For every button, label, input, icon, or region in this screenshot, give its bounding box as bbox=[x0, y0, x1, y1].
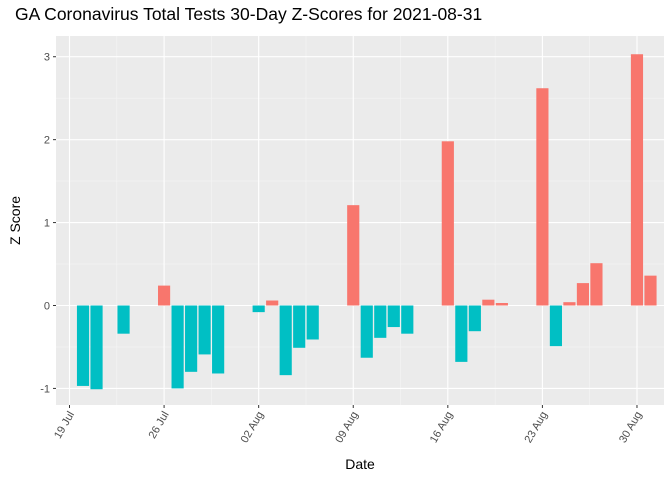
bar bbox=[482, 299, 495, 306]
chart-title: GA Coronavirus Total Tests 30-Day Z-Scor… bbox=[15, 4, 483, 24]
bar bbox=[387, 305, 400, 328]
bar bbox=[374, 305, 387, 338]
bar bbox=[212, 305, 225, 374]
x-tick-label: 30 Aug bbox=[617, 410, 645, 446]
bar bbox=[158, 285, 171, 306]
y-tick-label: 1 bbox=[44, 218, 50, 230]
y-tick-label: 2 bbox=[44, 135, 50, 147]
bar bbox=[630, 54, 644, 306]
bar bbox=[171, 305, 184, 389]
bar bbox=[495, 303, 508, 306]
x-tick-label: 19 Jul bbox=[52, 410, 77, 441]
y-axis-title: Z Score bbox=[7, 196, 23, 245]
plot-panel bbox=[56, 36, 664, 405]
bar bbox=[293, 305, 306, 348]
bar bbox=[198, 305, 211, 355]
x-tick-label: 09 Aug bbox=[333, 410, 361, 446]
bar bbox=[117, 305, 130, 334]
y-tick-label: -1 bbox=[40, 383, 50, 395]
bar bbox=[563, 302, 576, 306]
bar bbox=[306, 305, 319, 340]
x-axis-title: Date bbox=[345, 456, 375, 472]
bar bbox=[252, 305, 265, 313]
x-tick-label: 23 Aug bbox=[522, 410, 550, 446]
bar bbox=[266, 300, 279, 306]
bar bbox=[536, 88, 549, 306]
bar bbox=[90, 305, 103, 390]
bar bbox=[76, 305, 90, 386]
bar bbox=[401, 305, 414, 334]
bar bbox=[347, 205, 360, 306]
y-tick-label: 0 bbox=[44, 300, 50, 312]
x-tick-label: 16 Aug bbox=[428, 410, 456, 446]
bar bbox=[455, 305, 468, 362]
bar bbox=[360, 305, 373, 358]
bar bbox=[590, 263, 603, 306]
y-tick-label: 3 bbox=[44, 52, 50, 64]
bar bbox=[441, 141, 454, 306]
x-tick-label: 26 Jul bbox=[147, 410, 172, 441]
bar bbox=[279, 305, 292, 376]
bar bbox=[549, 305, 562, 347]
bar bbox=[644, 275, 657, 306]
bar bbox=[576, 283, 590, 306]
x-tick-label: 02 Aug bbox=[239, 410, 267, 446]
bar bbox=[185, 305, 198, 372]
bar bbox=[468, 305, 481, 332]
